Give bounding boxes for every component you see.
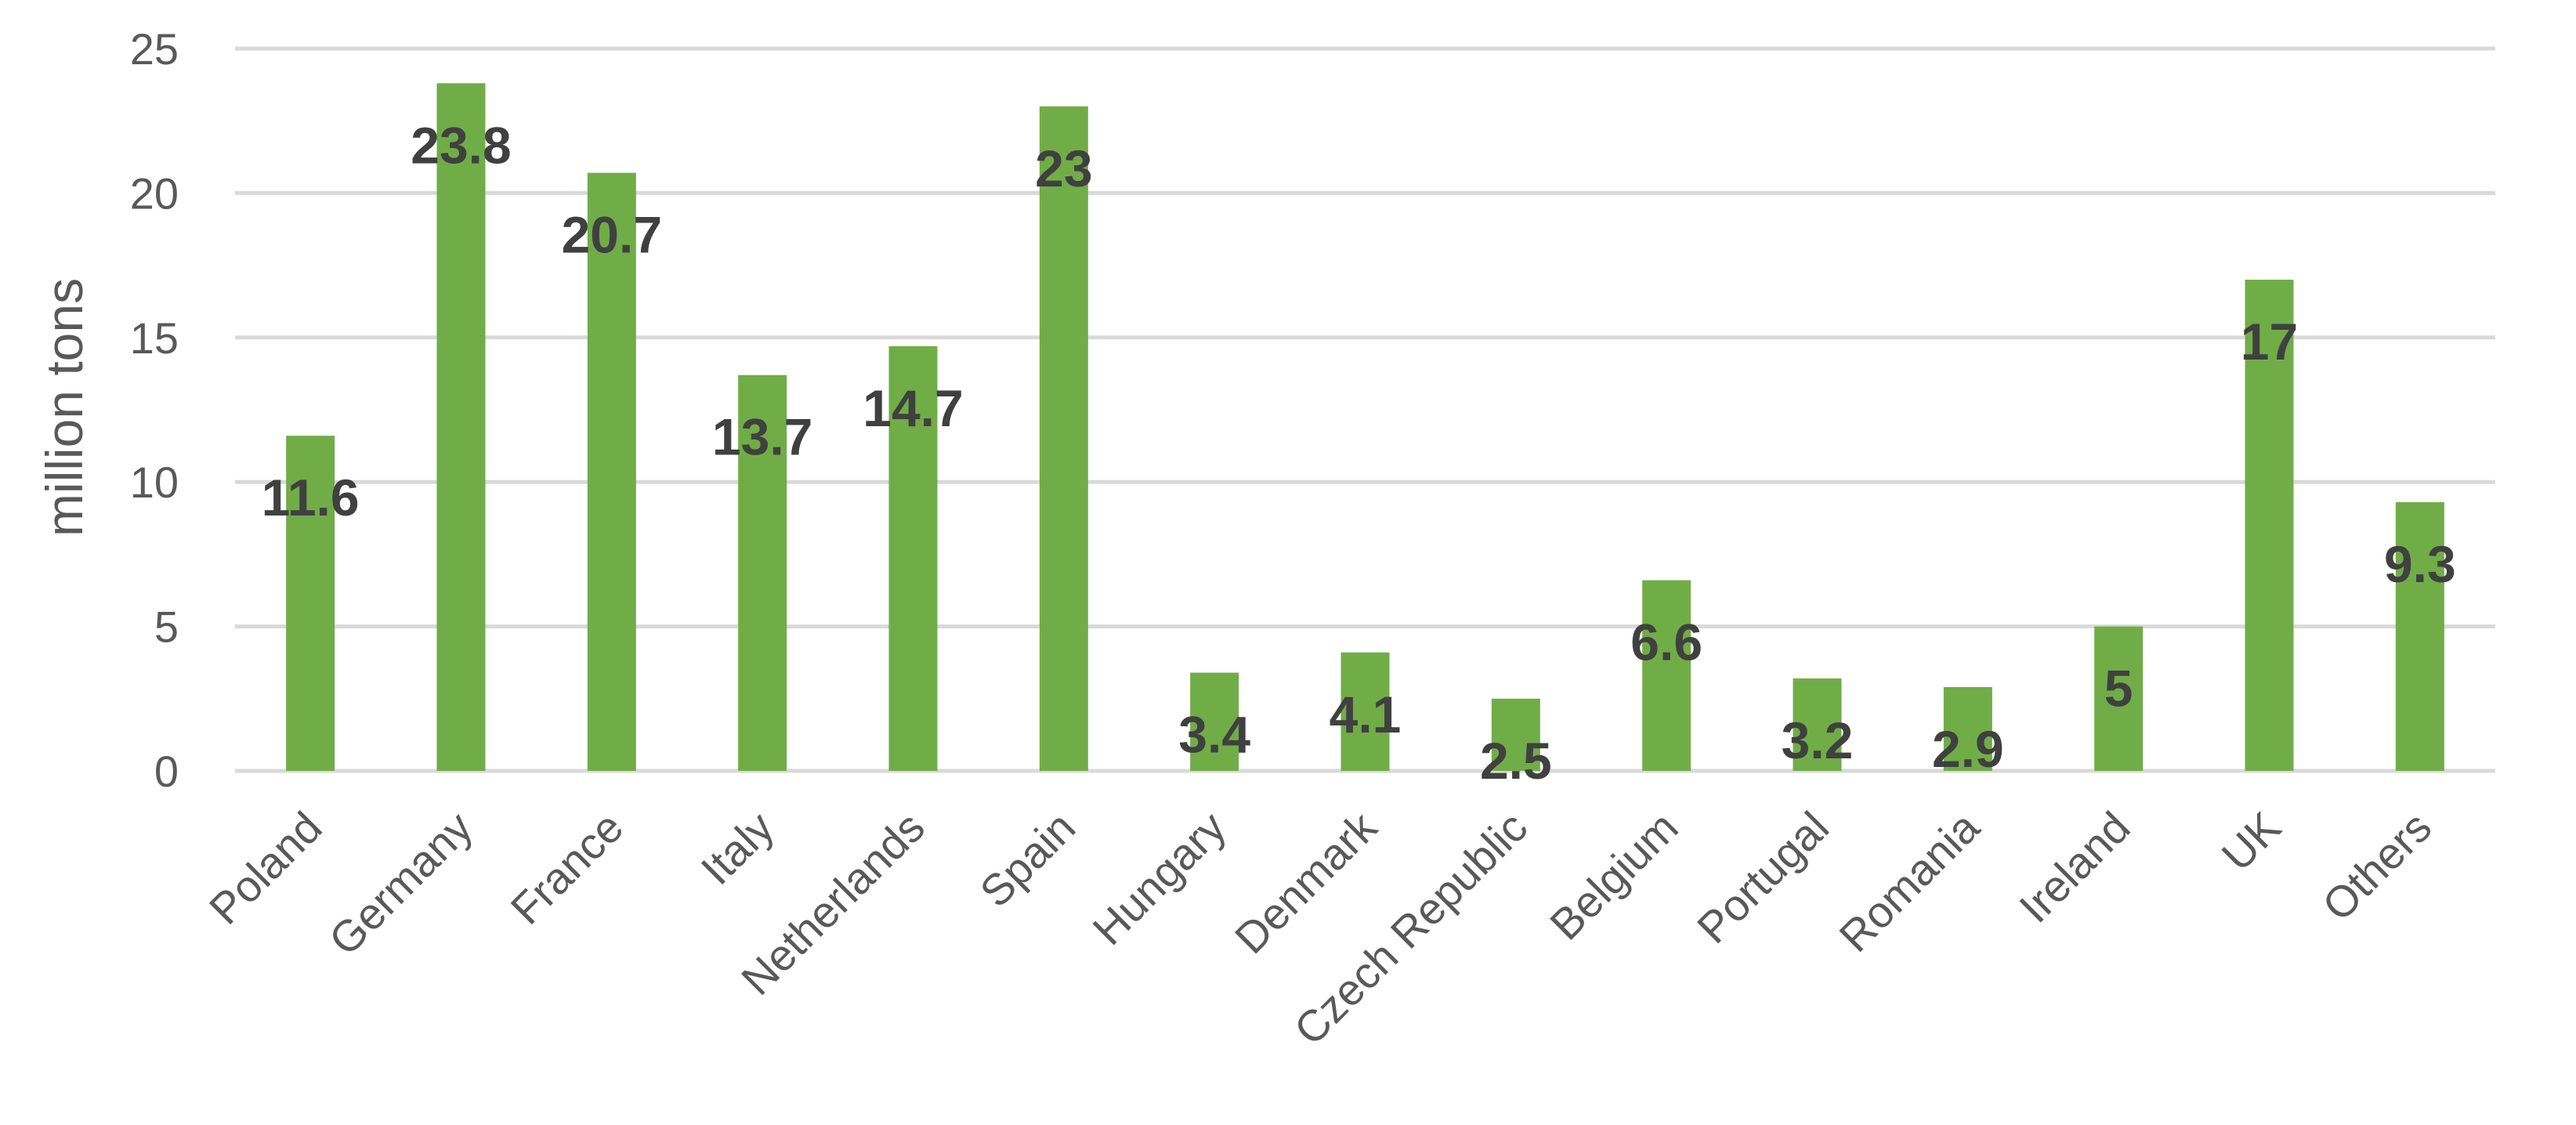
data-label: 2.5 [1480,732,1552,790]
x-category-label: Portugal [1688,802,1838,953]
x-category-label: Romania [1829,801,1989,961]
x-category-label: Spain [970,802,1084,917]
bar [286,436,335,771]
y-axis-title: million tons [35,278,93,537]
data-label: 23 [1035,139,1092,197]
data-label: 5 [2104,660,2133,718]
data-label: 9.3 [2384,535,2456,593]
x-category-label: France [501,802,633,934]
bar [1190,672,1239,771]
data-label: 2.9 [1932,720,2004,778]
bar [1340,652,1390,771]
x-category-label: Germany [320,802,482,964]
bar [1039,106,1088,771]
bar [1642,580,1691,771]
data-label: 3.2 [1782,711,1854,769]
y-tick-label: 25 [130,24,179,74]
bars [286,83,2444,772]
x-category-label: UK [2212,802,2290,881]
x-category-label: Belgium [1540,802,1688,950]
x-category-label: Denmark [1225,801,1387,963]
y-tick-label: 10 [130,458,179,507]
data-label: 23.8 [411,116,511,174]
y-tick-label: 5 [154,602,179,652]
x-category-label: Poland [200,802,331,934]
data-label: 17 [2241,313,2298,371]
y-tick-label: 15 [130,313,179,363]
x-category-label: Italy [691,802,783,894]
bar [1793,678,1842,771]
x-category-label: Others [2313,802,2440,930]
data-label: 20.7 [562,206,662,264]
y-axis-ticks: 0 5 10 15 20 25 [130,24,179,796]
y-tick-label: 0 [154,747,179,796]
data-label: 6.6 [1630,613,1702,671]
bar [587,172,636,772]
data-label: 4.1 [1330,685,1402,743]
bar [436,83,486,772]
x-category-label: Ireland [2010,802,2140,932]
bar [738,374,787,771]
data-label: 3.4 [1178,706,1250,764]
bar [2245,280,2294,771]
bar [2094,626,2144,771]
data-label: 13.7 [712,408,812,466]
bar [2395,502,2444,771]
bar [888,345,938,771]
x-category-label: Hungary [1083,802,1235,954]
bar [1943,687,1992,771]
bar [1491,698,1540,771]
data-label: 14.7 [863,379,963,437]
y-tick-label: 20 [130,168,179,218]
data-labels: 11.6 23.8 20.7 13.7 14.7 23 3.4 4.1 2.5 6.6 3.2 2.9… [262,116,2456,790]
data-label: 11.6 [262,468,360,526]
